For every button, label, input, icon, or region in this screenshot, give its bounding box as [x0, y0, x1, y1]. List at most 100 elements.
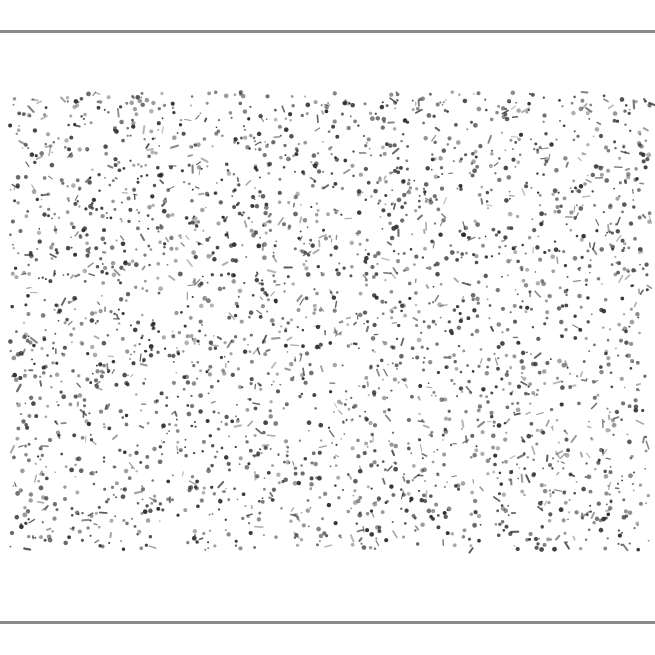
noise-dot	[248, 350, 252, 353]
noise-dot	[636, 361, 639, 364]
noise-dot	[458, 159, 462, 163]
noise-dot	[408, 296, 412, 300]
noise-dot	[253, 406, 258, 411]
noise-dot	[124, 187, 128, 191]
noise-dot	[365, 238, 369, 242]
noise-dot	[443, 514, 448, 519]
noise-streak	[531, 445, 536, 456]
noise-dot	[385, 104, 389, 108]
noise-streak	[311, 163, 318, 170]
noise-dot	[635, 360, 640, 365]
noise-dot	[119, 119, 124, 125]
noise-streak	[382, 477, 386, 485]
noise-dot	[119, 217, 123, 221]
noise-dot	[415, 355, 420, 360]
noise-dot	[67, 300, 71, 304]
noise-dot	[10, 219, 15, 224]
noise-dot	[233, 313, 238, 318]
noise-streak	[76, 382, 81, 388]
noise-dot	[406, 182, 411, 186]
noise-dot	[265, 293, 269, 297]
noise-dot	[431, 517, 435, 521]
noise-streak	[555, 450, 564, 456]
noise-dot	[312, 163, 318, 169]
noise-dot	[571, 110, 576, 116]
noise-dot	[150, 348, 153, 352]
noise-dot	[511, 148, 514, 151]
noise-dot	[502, 388, 505, 391]
noise-dot	[644, 435, 648, 439]
noise-dot	[526, 456, 529, 459]
noise-dot	[121, 547, 126, 551]
noise-dot	[596, 393, 600, 397]
noise-dot	[16, 201, 20, 205]
noise-dot	[518, 467, 521, 469]
noise-dot	[34, 437, 38, 441]
noise-dot	[506, 258, 511, 264]
noise-streak	[181, 471, 185, 477]
noise-dot	[513, 250, 518, 255]
noise-dot	[192, 364, 196, 368]
noise-dot	[620, 418, 624, 422]
noise-dot	[496, 477, 499, 480]
noise-dot	[488, 164, 493, 168]
noise-dot	[40, 313, 46, 318]
noise-dot	[291, 282, 295, 286]
noise-dot	[15, 402, 19, 405]
noise-dot	[305, 508, 311, 513]
noise-dot	[622, 267, 627, 271]
noise-dot	[418, 412, 421, 415]
noise-dot	[33, 374, 38, 379]
noise-dot	[624, 123, 627, 126]
noise-dot	[300, 464, 303, 467]
noise-dot	[192, 278, 197, 282]
noise-dot	[263, 205, 269, 210]
noise-dot	[143, 138, 146, 141]
noise-dot	[60, 380, 63, 383]
noise-dot	[543, 381, 547, 386]
noise-dot	[157, 128, 160, 131]
noise-dot	[619, 97, 625, 102]
noise-streak	[148, 545, 157, 549]
noise-dot	[442, 101, 445, 104]
noise-dot	[191, 381, 197, 386]
noise-dot	[47, 207, 51, 211]
noise-dot	[390, 202, 394, 206]
noise-dot	[216, 427, 220, 431]
noise-dot	[624, 340, 629, 345]
noise-dot	[142, 358, 146, 362]
noise-streak	[139, 363, 148, 367]
noise-dot	[127, 476, 132, 480]
noise-dot	[503, 165, 509, 171]
noise-dot	[12, 484, 15, 487]
noise-dot	[185, 380, 191, 385]
noise-dot	[117, 322, 121, 325]
noise-dot	[338, 332, 342, 336]
noise-streak	[580, 512, 584, 519]
noise-dot	[542, 96, 545, 99]
noise-dot	[627, 246, 631, 250]
noise-dot	[55, 508, 59, 512]
noise-dot	[151, 203, 155, 208]
noise-dot	[535, 442, 539, 446]
noise-streak	[88, 273, 96, 277]
noise-streak	[270, 361, 277, 369]
noise-dot	[364, 255, 369, 261]
noise-dot	[163, 246, 166, 249]
noise-dot	[398, 361, 403, 365]
noise-dot	[267, 163, 271, 168]
noise-dot	[226, 461, 231, 466]
noise-dot	[285, 445, 289, 449]
noise-dot	[340, 320, 344, 324]
noise-dot	[231, 279, 236, 284]
noise-dot	[141, 287, 144, 290]
noise-dot	[434, 484, 437, 487]
noise-dot	[480, 430, 485, 435]
noise-dot	[260, 193, 266, 199]
noise-dot	[184, 340, 190, 346]
noise-dot	[54, 248, 58, 252]
noise-dot	[85, 253, 90, 258]
noise-dot	[157, 230, 160, 233]
noise-streak	[49, 253, 57, 258]
noise-streak	[592, 242, 596, 251]
